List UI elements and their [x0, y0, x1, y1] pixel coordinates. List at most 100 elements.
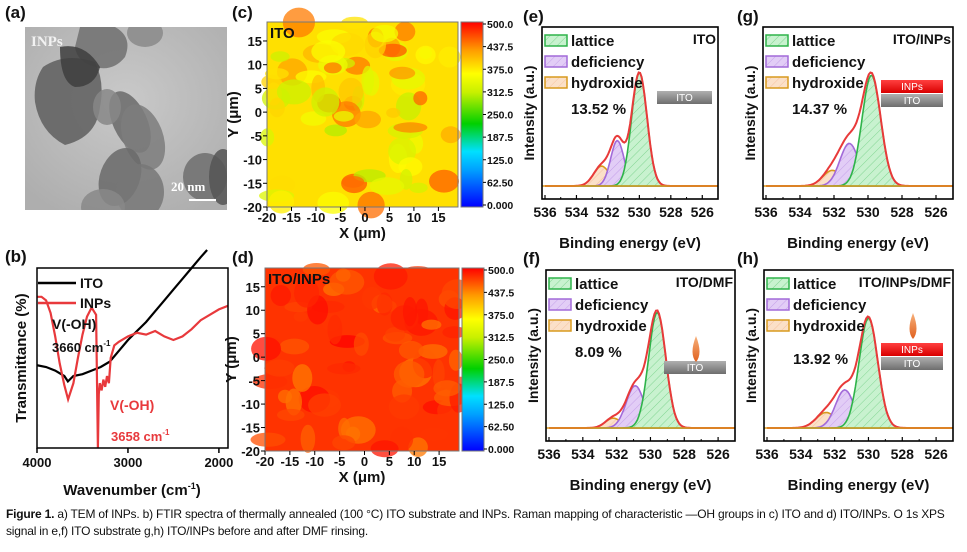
x-tick-label: 536 — [754, 204, 778, 220]
map-cell — [268, 190, 295, 214]
sample-label: ITO — [693, 31, 716, 47]
map-cell — [386, 107, 401, 118]
map-cell — [429, 169, 459, 193]
map-blobs-d — [250, 263, 475, 458]
colorbar-tick-label: 312.5 — [487, 87, 513, 99]
map-cell — [269, 97, 285, 118]
x-tick-label: -5 — [334, 454, 346, 469]
x-tick-label: -20 — [258, 210, 277, 225]
y-axis-label-d: Y (μm) — [223, 336, 240, 382]
colorbar-tick-label: 375.0 — [488, 310, 514, 322]
legend-swatch-hydroxide — [766, 319, 790, 332]
inset-ito-block — [657, 91, 712, 104]
colorbar-tick-label: 0.000 — [487, 200, 513, 212]
legend-swatch-lattice — [544, 34, 568, 47]
y-axis-label: Transmittance (%) — [13, 293, 30, 422]
colorbar-tick-label: 62.50 — [488, 422, 514, 434]
superscript: -1 — [103, 339, 111, 348]
map-cell — [327, 314, 343, 345]
x-tick-label: 10 — [407, 210, 421, 225]
panel-label-f: (f) — [523, 249, 540, 268]
legend-swatch-deficiency — [548, 298, 572, 311]
y-tick-label: 5 — [255, 81, 262, 96]
x-tick-label: 0 — [361, 210, 368, 225]
map-cell — [293, 311, 308, 322]
hydroxide-percentage: 13.92 % — [793, 351, 848, 368]
hydroxide-percentage: 14.37 % — [792, 101, 847, 118]
inset-inps-label: INPs — [901, 345, 923, 356]
legend-label-deficiency: deficiency — [793, 297, 867, 314]
x-tick-label: 528 — [673, 446, 697, 462]
map-cell — [323, 62, 342, 74]
map-cell — [264, 359, 295, 377]
colorbar-tick-label: 250.0 — [488, 355, 514, 367]
map-cell — [388, 394, 420, 420]
map-blobs-c — [259, 7, 461, 219]
scale-bar-label: 20 nm — [171, 179, 205, 194]
xps-panel-f: 536 534 532 530 528 526 Binding energy (eV) Int… — [525, 269, 736, 494]
y-axis-label: Intensity (a.u.) — [521, 66, 537, 161]
map-cell — [442, 326, 467, 339]
map-cell — [373, 263, 408, 290]
x-tick-label: 536 — [537, 446, 561, 462]
plot-frame-e — [541, 26, 719, 200]
map-cell — [324, 124, 348, 137]
map-cell — [332, 435, 356, 451]
x-tick-label: 3000 — [113, 455, 142, 470]
x-tick-label: 532 — [596, 204, 620, 220]
plot-frame-b — [36, 267, 229, 449]
caption-text: a) TEM of INPs. b) FTIR spectra of therm… — [6, 507, 945, 538]
y-tick-label: 5 — [253, 327, 260, 342]
legend-label-deficiency: deficiency — [575, 297, 649, 314]
tem-title: INPs — [31, 34, 63, 50]
colorbar-tick-label: 312.5 — [488, 332, 514, 344]
legend-label-hydroxide: hydroxide — [792, 75, 864, 92]
x-tick-label: -5 — [335, 210, 347, 225]
map-cell — [418, 344, 448, 359]
colorbar-tick-label: 437.5 — [487, 42, 513, 54]
map-cell — [308, 393, 341, 417]
caption-label: Figure 1. — [6, 507, 55, 521]
annotation-voh-inps: V(-OH) — [110, 397, 154, 413]
x-axis-label: Wavenumber (cm-1) — [63, 481, 201, 499]
legend-label-lattice: lattice — [575, 276, 618, 293]
inset-ito-label: ITO — [687, 363, 704, 374]
panel-label-b: (b) — [5, 247, 27, 266]
legend-swatch-lattice — [548, 277, 572, 290]
legend-label-lattice: lattice — [793, 276, 836, 293]
x-tick-label: -10 — [307, 210, 326, 225]
map-cell — [317, 191, 350, 214]
annotation-wavenumber-inps: 3658 cm-1 — [111, 428, 170, 444]
series-line-inps — [37, 295, 228, 448]
colorbar-tick-label: 500.0 — [487, 19, 513, 31]
y-tick-label: -15 — [243, 176, 262, 191]
x-tick-label: 534 — [788, 204, 812, 220]
legend-label-inps: INPs — [80, 295, 111, 311]
inset-inps-block — [881, 343, 943, 356]
y-axis-label: Intensity (a.u.) — [525, 308, 541, 403]
x-tick-label: -20 — [256, 454, 275, 469]
x-tick-label: 15 — [431, 210, 445, 225]
x-tick-label: 0 — [361, 454, 368, 469]
map-cell — [371, 24, 399, 43]
map-cell — [402, 297, 418, 327]
panel-label-e: (e) — [523, 7, 544, 26]
x-tick-label: 536 — [755, 446, 779, 462]
droplet-icon — [692, 336, 700, 362]
figure-caption: Figure 1. a) TEM of INPs. b) FTIR spectr… — [6, 506, 961, 540]
legend-swatch-deficiency — [544, 55, 568, 68]
panel-label-h: (h) — [737, 249, 759, 268]
x-tick-label: 5 — [386, 454, 393, 469]
y-axis-label: Intensity (a.u.) — [742, 66, 758, 161]
x-tick-label: 526 — [924, 204, 948, 220]
superscript: -1 — [188, 481, 196, 491]
x-tick-label: 536 — [533, 204, 557, 220]
x-tick-label: 528 — [891, 446, 915, 462]
map-cell — [341, 16, 368, 29]
map-cell — [292, 364, 313, 392]
y-tick-label: 10 — [248, 58, 262, 73]
x-tick-label: 528 — [659, 204, 683, 220]
x-tick-label: -15 — [282, 210, 301, 225]
plot-frame-h — [763, 269, 954, 442]
inset-ito-label: ITO — [904, 96, 921, 107]
